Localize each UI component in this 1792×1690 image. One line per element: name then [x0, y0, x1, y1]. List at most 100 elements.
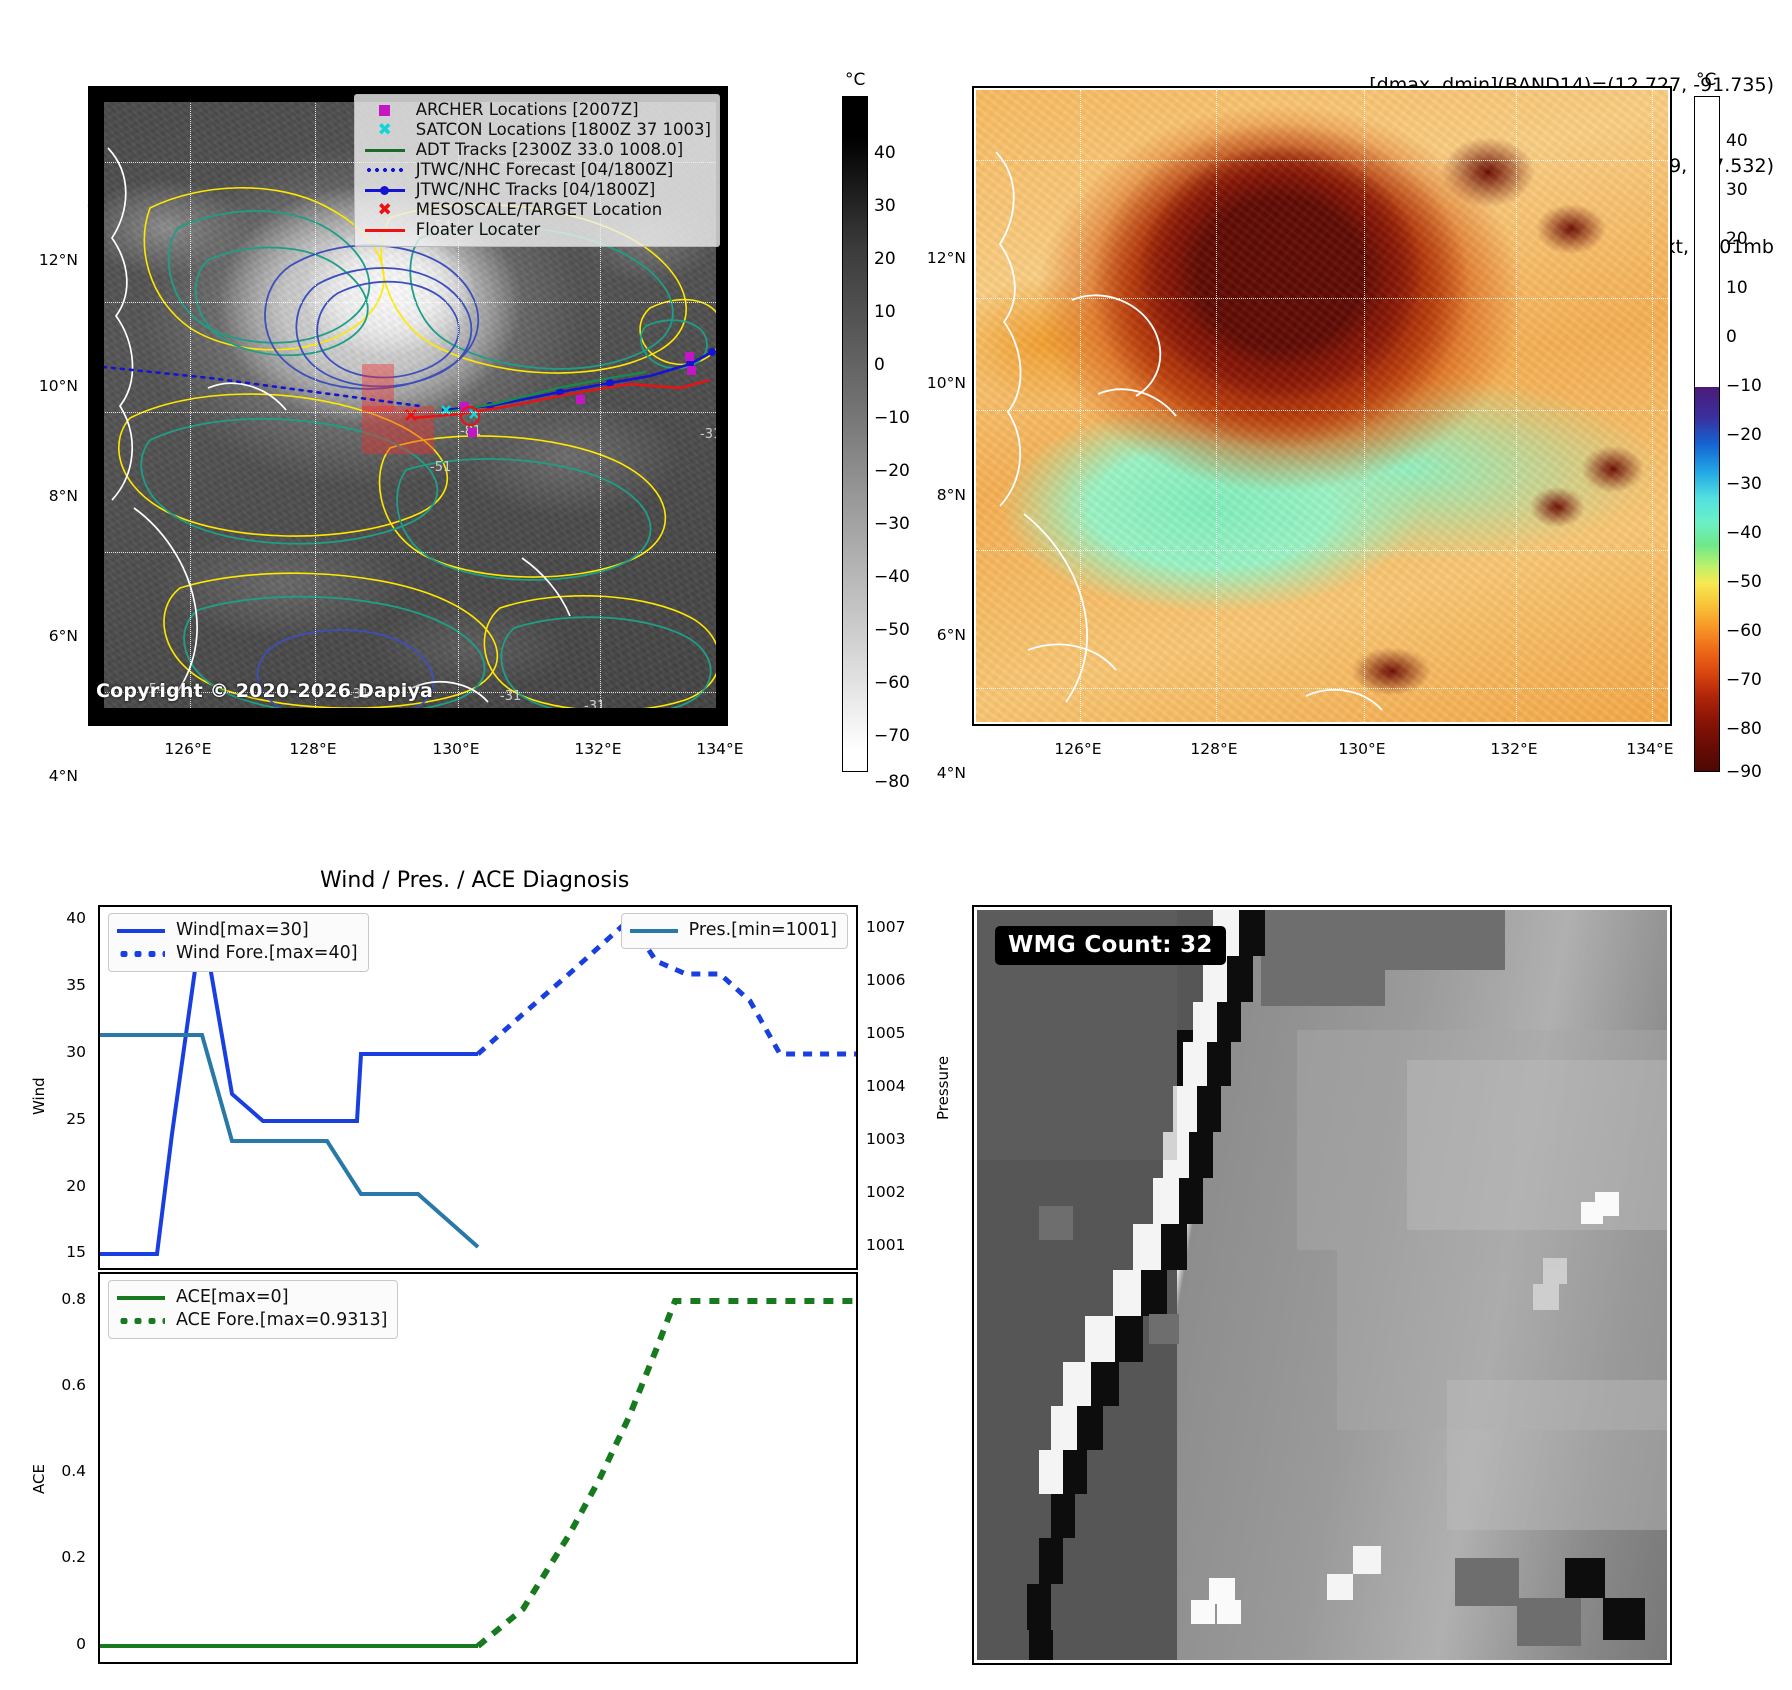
- legend-item-floater[interactable]: Floater Locater: [363, 220, 711, 240]
- chart-title: Wind / Pres. / ACE Diagnosis: [320, 868, 630, 893]
- series-wind: [100, 919, 478, 1256]
- legend-item-ace-forecast[interactable]: ACE Fore.[max=0.9313]: [117, 1309, 387, 1332]
- legend-item-ace[interactable]: ACE[max=0]: [117, 1286, 387, 1309]
- gridline-lon-130e: [1364, 90, 1365, 722]
- gridline-lon-126e: [1080, 90, 1081, 722]
- gridline-lat-4n: [90, 692, 726, 693]
- cbar-tick: −80: [874, 772, 910, 792]
- legend-item-wind[interactable]: Wind[max=30]: [117, 919, 358, 942]
- legend-item-adt[interactable]: ADT Tracks [2300Z 33.0 1008.0]: [363, 140, 711, 160]
- grayscale-colorbar[interactable]: °C 40 30 20 10 0 −10 −20 −30 −40 −50 −60…: [840, 70, 960, 800]
- ir-enhanced-lon-axis: 126°E 128°E 130°E 132°E 134°E: [972, 730, 1674, 764]
- ace-y-axis: 0.8 0.6 0.4 0.2 0 ACE: [20, 1272, 96, 1664]
- legend-label: Pres.[min=1001]: [688, 919, 837, 940]
- ir-gray-lat-axis: 12°N 10°N 8°N 6°N 4°N: [0, 86, 84, 785]
- ir-color-noise: [976, 90, 1668, 722]
- archer-location-markers: [460, 352, 696, 437]
- wind-pressure-chart[interactable]: Wind[max=30] Wind Fore.[max=40] Pres.[mi…: [98, 905, 858, 1270]
- cbar-tick: −20: [874, 461, 910, 481]
- ace-axis-label: ACE: [30, 1464, 48, 1494]
- ace-chart[interactable]: ACE[max=0] ACE Fore.[max=0.9313]: [98, 1272, 858, 1664]
- jtwc-forecast-track: [92, 364, 422, 408]
- gridline-lat-6n: [90, 552, 726, 553]
- legend-item-jtwc-forecast[interactable]: JTWC/NHC Forecast [04/1800Z]: [363, 160, 711, 180]
- lat-tick: 8°N: [936, 486, 966, 504]
- mesoscale-target-box: [362, 364, 434, 454]
- wmg-panel[interactable]: WMG Count: 32: [972, 905, 1672, 1665]
- gridline-lat-10n: [90, 302, 726, 303]
- legend-item-satcon[interactable]: ✖ SATCON Locations [1800Z 37 1003]: [363, 120, 711, 140]
- gridline-lat-8n: [976, 410, 1668, 411]
- image-border-right: [716, 88, 726, 724]
- map-legend[interactable]: ARCHER Locations [2007Z] ✖ SATCON Locati…: [353, 94, 720, 247]
- cbar-tick: 10: [874, 302, 896, 322]
- wind-ytick: 40: [66, 909, 86, 927]
- gridline-lon-132e: [600, 88, 601, 724]
- gridline-lat-4n: [976, 688, 1668, 689]
- wind-ytick: 30: [66, 1043, 86, 1061]
- legend-item-pressure[interactable]: Pres.[min=1001]: [629, 919, 837, 942]
- cbar-tick: 20: [1726, 229, 1748, 249]
- legend-item-wind-forecast[interactable]: Wind Fore.[max=40]: [117, 942, 358, 965]
- ir-enhanced-colorbar[interactable]: °C 40 30 20 10 0 −10 −20 −30 −40 −50 −60…: [1692, 70, 1792, 800]
- colorbar-gradient: [842, 96, 868, 772]
- legend-item-mesoscale[interactable]: ✖ MESOSCALE/TARGET Location: [363, 200, 711, 220]
- cbar-tick: 0: [1726, 327, 1737, 347]
- contour-label: -31: [348, 687, 369, 702]
- gridline-lon-130e: [458, 88, 459, 724]
- floater-locater-line: [411, 378, 711, 420]
- lat-tick: 6°N: [48, 627, 78, 645]
- lon-tick: 130°E: [432, 740, 480, 758]
- cbar-tick: −70: [1726, 670, 1762, 690]
- legend-label: Wind Fore.[max=40]: [176, 942, 358, 963]
- wind-legend[interactable]: Wind[max=30] Wind Fore.[max=40]: [108, 913, 369, 972]
- wind-forecast-dots-icon: [117, 950, 165, 957]
- wmg-count-badge: WMG Count: 32: [995, 926, 1226, 965]
- cbar-tick: −80: [1726, 719, 1762, 739]
- contour-label: -54: [144, 682, 165, 697]
- ir-enhanced-lat-axis: 12°N 10°N 8°N 6°N 4°N: [888, 86, 972, 782]
- ace-line-icon: [117, 1295, 165, 1300]
- wind-ytick: 15: [66, 1243, 86, 1261]
- wind-ytick: 20: [66, 1177, 86, 1195]
- ir-grayscale-panel[interactable]: -54 -81 -51 -31 -54 -31 -31 -54 -64 -31: [88, 86, 728, 726]
- pressure-legend[interactable]: Pres.[min=1001]: [620, 913, 848, 949]
- cbar-tick: 0: [874, 355, 885, 375]
- lon-tick: 126°E: [164, 740, 212, 758]
- cbar-tick: −30: [874, 514, 910, 534]
- legend-label: SATCON Locations [1800Z 37 1003]: [415, 119, 711, 139]
- ace-plot: [100, 1298, 856, 1649]
- floater-line-icon: [363, 222, 407, 238]
- ace-ytick: 0.8: [61, 1290, 86, 1308]
- image-border-left: [90, 88, 104, 724]
- jtwc-track-icon: [363, 182, 407, 198]
- gridline-lon-132e: [1516, 90, 1517, 722]
- legend-item-archer[interactable]: ARCHER Locations [2007Z]: [363, 100, 711, 120]
- cbar-tick: −60: [874, 673, 910, 693]
- pres-ytick: 1002: [866, 1183, 906, 1201]
- series-ace-forecast: [476, 1298, 856, 1649]
- legend-item-jtwc-tracks[interactable]: JTWC/NHC Tracks [04/1800Z]: [363, 180, 711, 200]
- ir-enhanced-panel[interactable]: [972, 86, 1672, 726]
- lon-tick: 132°E: [1490, 740, 1538, 758]
- wind-ytick: 35: [66, 976, 86, 994]
- ir-gray-lon-axis: 126°E 128°E 130°E 132°E 134°E: [88, 730, 743, 764]
- wind-pressure-plot: [100, 916, 856, 1256]
- ir-enhanced-image: [976, 90, 1668, 722]
- pres-ytick: 1001: [866, 1236, 906, 1254]
- lon-tick: 134°E: [1626, 740, 1674, 758]
- pressure-y-axis: 1007 1006 1005 1004 1003 1002 1001 Press…: [860, 905, 952, 1270]
- colorbar-unit-label: °C: [1696, 70, 1717, 90]
- cbar-tick: −40: [874, 567, 910, 587]
- lat-tick: 12°N: [926, 249, 966, 267]
- ace-legend[interactable]: ACE[max=0] ACE Fore.[max=0.9313]: [108, 1280, 399, 1339]
- ir-color-texture: [976, 90, 1668, 722]
- cbar-tick: 40: [1726, 131, 1748, 151]
- pres-ytick: 1004: [866, 1077, 906, 1095]
- ace-ytick: 0: [76, 1635, 86, 1653]
- cbar-tick: −70: [874, 726, 910, 746]
- gridline-lat-12n: [976, 160, 1668, 161]
- cbar-tick: −10: [1726, 376, 1762, 396]
- gridline-lat-10n: [976, 298, 1668, 299]
